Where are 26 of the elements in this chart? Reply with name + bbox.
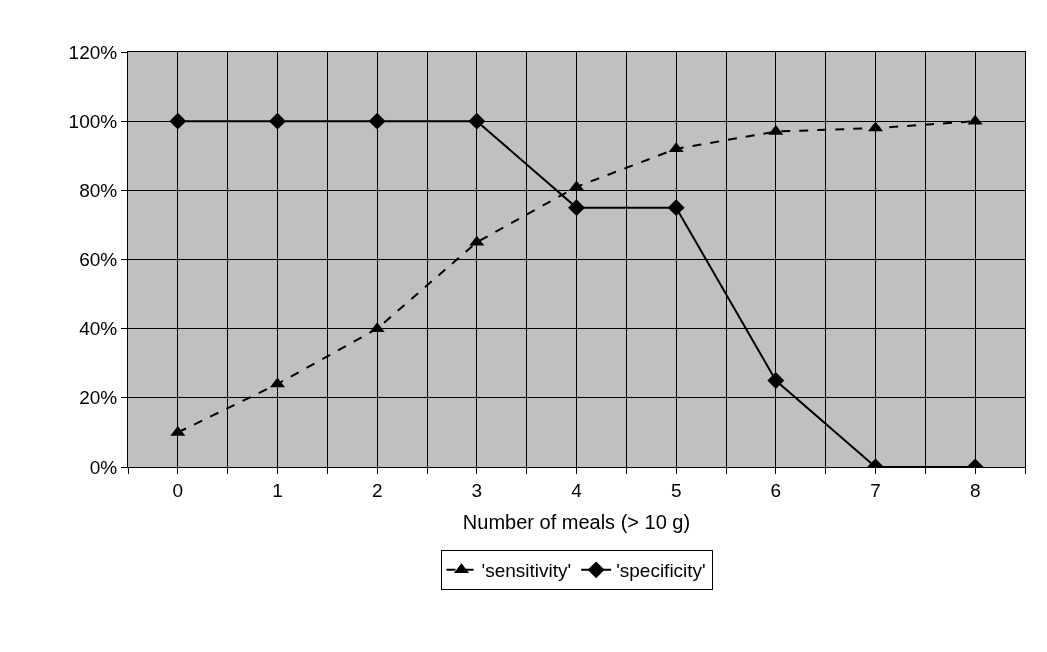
x-tick-label: 7 [870,479,881,501]
x-tick-label: 8 [969,479,981,501]
y-tick-label: 0% [89,456,118,478]
x-tick-label: 1 [272,479,283,501]
y-tick-label: 100% [68,110,118,132]
y-tick-label: 40% [79,318,118,340]
x-axis-title: Number of meals (> 10 g) [462,511,691,534]
point [368,112,386,130]
point [468,112,486,130]
point [767,372,785,389]
point [568,199,585,217]
point [269,112,286,130]
x-tick-label: 3 [471,479,483,501]
x-tick-label: 0 [172,479,184,501]
x-tick-label: 2 [371,479,383,501]
x-tick-label: 4 [571,479,583,501]
x-tick-label: 6 [770,479,782,501]
legend-label: 'sensitivity' [481,560,572,582]
point [169,112,187,130]
y-tick-label: 80% [79,179,118,201]
y-tick-label: 60% [79,249,118,271]
legend-label: 'specificity' [616,560,706,582]
x-tick-label: 5 [670,479,682,501]
y-tick-label: 120% [68,41,118,63]
y-tick-label: 20% [79,387,118,409]
point [667,199,685,217]
